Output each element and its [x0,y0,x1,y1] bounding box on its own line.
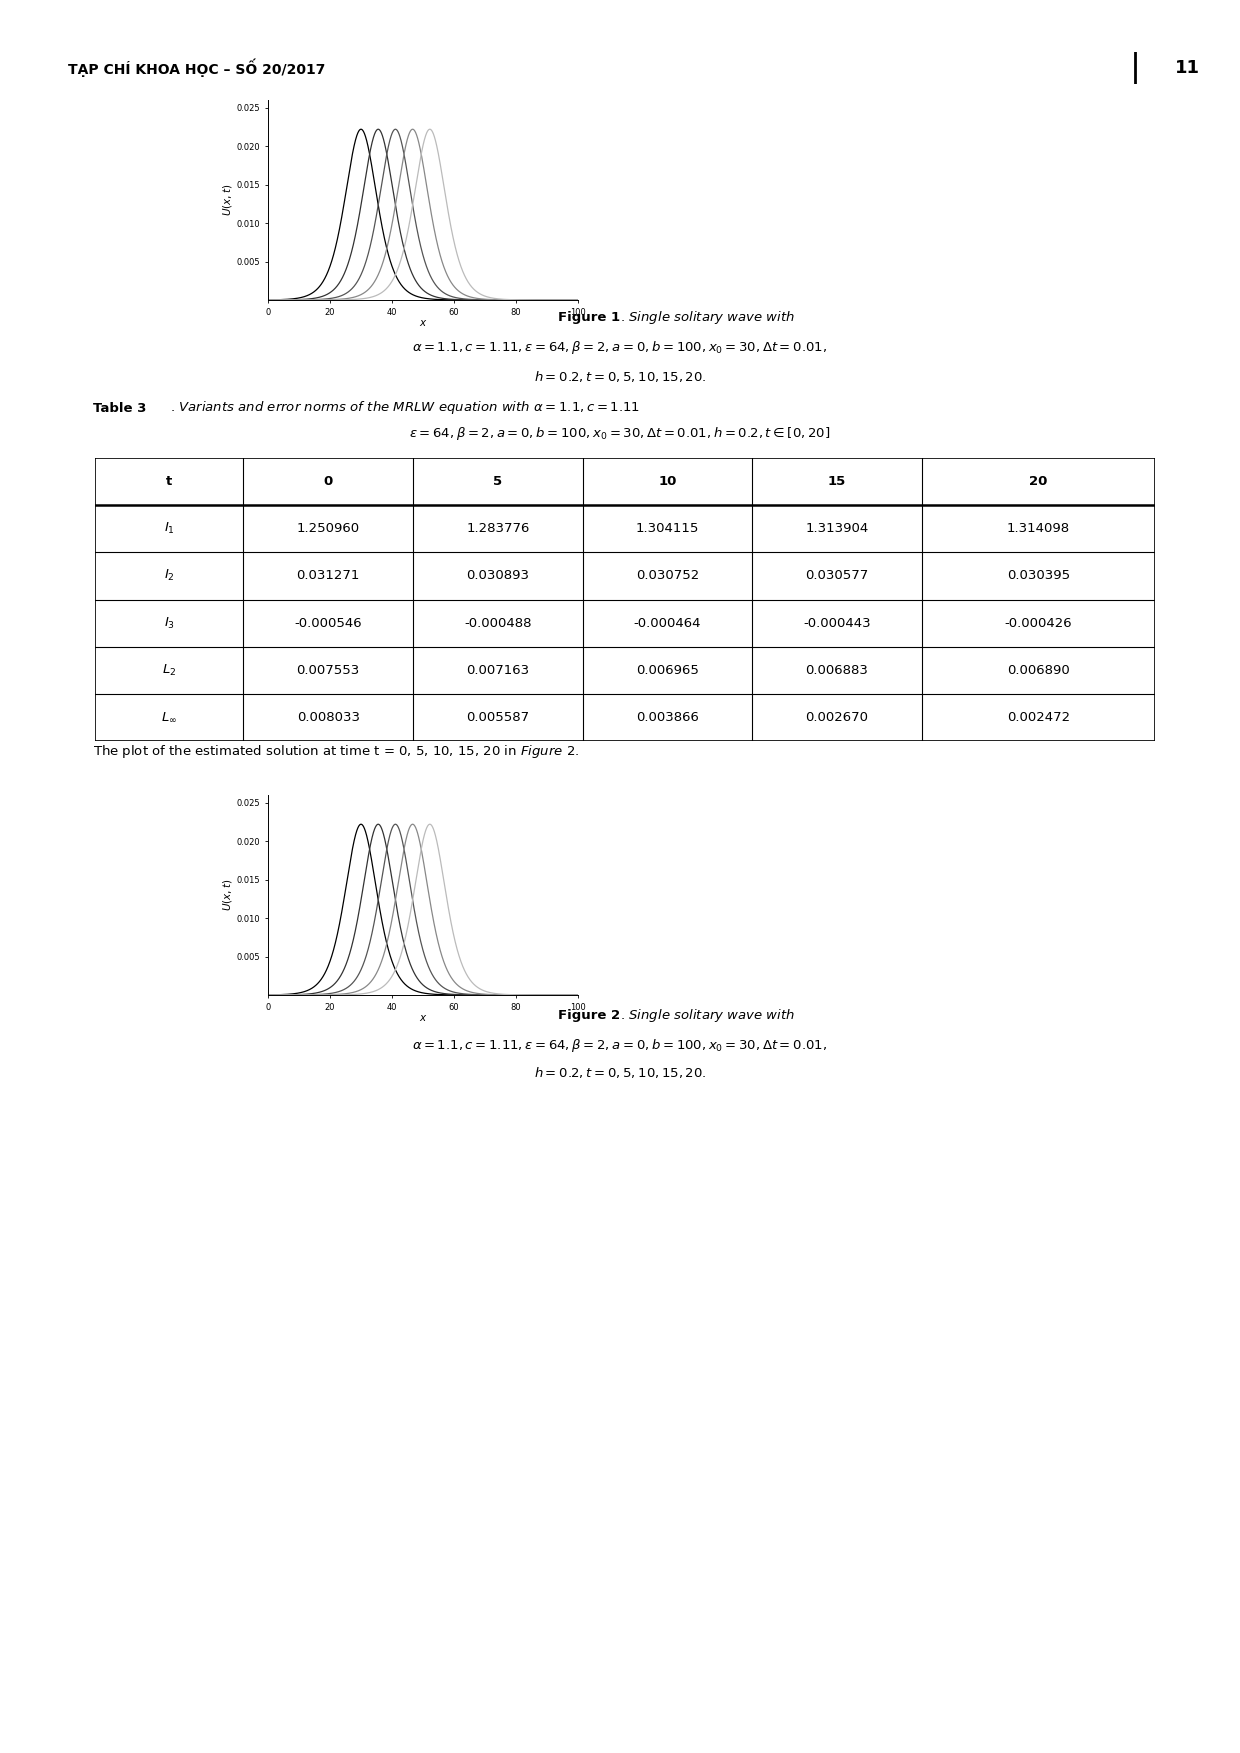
Text: Figure 2: Figure 2 [558,1008,620,1022]
Text: 1.250960: 1.250960 [296,522,360,535]
Text: 0: 0 [324,475,332,487]
Text: 0.030752: 0.030752 [636,570,699,582]
Text: 0.005587: 0.005587 [466,712,529,724]
Text: -0.000426: -0.000426 [1004,617,1073,629]
Text: 0.030893: 0.030893 [466,570,529,582]
Text: 5: 5 [494,475,502,487]
Text: $I_3$: $I_3$ [164,615,175,631]
Text: 0.030395: 0.030395 [1007,570,1070,582]
Text: 0.007553: 0.007553 [296,664,360,677]
Text: 15: 15 [828,475,846,487]
Text: Table 3: Table 3 [93,401,146,414]
Text: -0.000443: -0.000443 [804,617,870,629]
Text: 0.008033: 0.008033 [296,712,360,724]
Text: 0.006890: 0.006890 [1007,664,1070,677]
Y-axis label: $U(x, t)$: $U(x, t)$ [221,878,234,912]
Text: 0.006883: 0.006883 [806,664,868,677]
Text: 0.002670: 0.002670 [806,712,868,724]
Text: 0.002472: 0.002472 [1007,712,1070,724]
Text: $h = 0.2, t = 0, 5, 10, 15, 20.$: $h = 0.2, t = 0, 5, 10, 15, 20.$ [533,1066,707,1080]
Text: . $\it{Single\ solitary\ wave\ with}$: . $\it{Single\ solitary\ wave\ with}$ [620,1006,795,1024]
Text: $I_2$: $I_2$ [164,568,175,584]
Text: -0.000488: -0.000488 [464,617,532,629]
X-axis label: $x$: $x$ [419,1013,428,1024]
Text: The plot of the estimated solution at time t = 0, 5, 10, 15, 20 in $\it{Figure\ : The plot of the estimated solution at ti… [93,743,579,761]
Text: 20: 20 [1029,475,1048,487]
Text: -0.000464: -0.000464 [634,617,701,629]
Text: . $\it{Variants\ and\ error\ norms\ of\ the\ MRLW\ equation\ with}$ $\alpha = 1.: . $\it{Variants\ and\ error\ norms\ of\ … [170,400,640,417]
Text: 0.007163: 0.007163 [466,664,529,677]
Text: 1.313904: 1.313904 [805,522,869,535]
Text: 10: 10 [658,475,677,487]
Text: $L_\infty$: $L_\infty$ [161,712,177,724]
Text: 0.030577: 0.030577 [805,570,869,582]
Text: 0.006965: 0.006965 [636,664,699,677]
Text: $\alpha = 1.1, c = 1.11, \varepsilon = 64, \beta = 2, a = 0, b = 100, x_0 = 30, : $\alpha = 1.1, c = 1.11, \varepsilon = 6… [413,1036,827,1054]
Text: $L_2$: $L_2$ [162,663,176,678]
Text: $I_1$: $I_1$ [164,521,175,536]
Text: Figure 1: Figure 1 [558,312,620,324]
Text: . $\it{Single\ solitary\ wave\ with}$: . $\it{Single\ solitary\ wave\ with}$ [620,310,795,326]
Text: $\varepsilon = 64, \beta = 2, a = 0, b = 100, x_0 = 30, \Delta t = 0.01, h = 0.2: $\varepsilon = 64, \beta = 2, a = 0, b =… [409,426,831,442]
Text: 1.304115: 1.304115 [636,522,699,535]
Text: 1.314098: 1.314098 [1007,522,1070,535]
Text: 1.283776: 1.283776 [466,522,529,535]
Text: $\alpha = 1.1, c = 1.11, \varepsilon = 64, \beta = 2, a = 0, b = 100, x_0 = 30, : $\alpha = 1.1, c = 1.11, \varepsilon = 6… [413,340,827,356]
Text: -0.000546: -0.000546 [294,617,362,629]
Y-axis label: $U(x, t)$: $U(x, t)$ [221,184,234,216]
X-axis label: $x$: $x$ [419,317,428,328]
Text: 0.003866: 0.003866 [636,712,699,724]
Text: $h = 0.2, t = 0, 5, 10, 15, 20.$: $h = 0.2, t = 0, 5, 10, 15, 20.$ [533,368,707,384]
Text: TẠP CHÍ KHOA HỌC – SỐ 20/2017: TẠP CHÍ KHOA HỌC – SỐ 20/2017 [68,60,326,77]
Text: 0.031271: 0.031271 [296,570,360,582]
Text: 11: 11 [1176,60,1200,77]
Text: t: t [166,475,172,487]
